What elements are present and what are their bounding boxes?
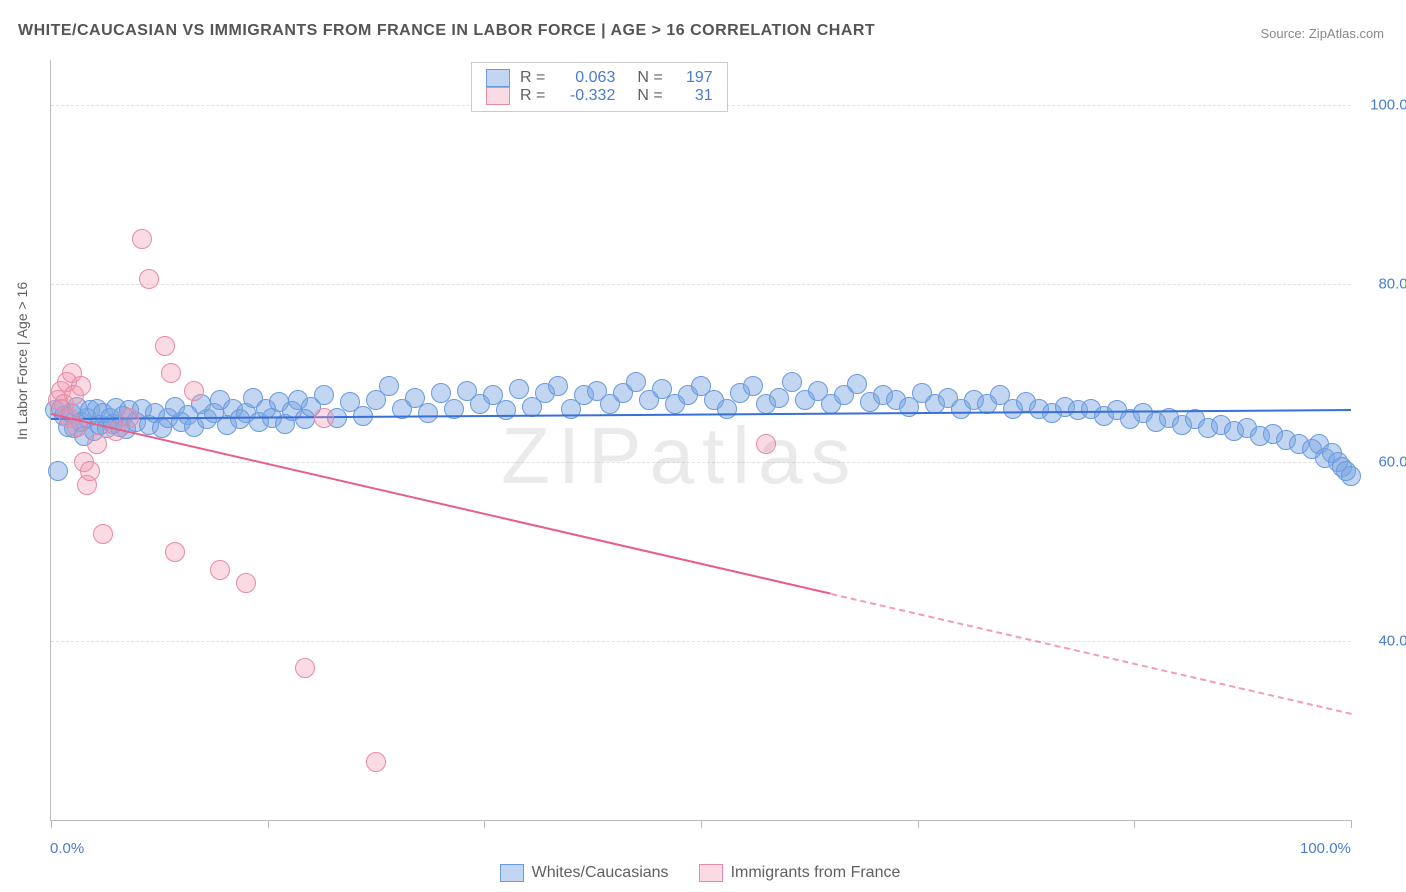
- data-point: [161, 363, 181, 383]
- legend-item: Immigrants from France: [699, 864, 901, 882]
- data-point: [87, 434, 107, 454]
- data-point: [210, 560, 230, 580]
- x-tick: [701, 820, 702, 828]
- legend-stat-row: R = 0.063 N = 197: [486, 69, 713, 87]
- data-point: [717, 399, 737, 419]
- data-point: [769, 388, 789, 408]
- data-point: [155, 336, 175, 356]
- data-point: [1341, 466, 1361, 486]
- data-point: [119, 408, 139, 428]
- x-axis-label-max: 100.0%: [1300, 840, 1351, 857]
- data-point: [165, 542, 185, 562]
- data-point: [93, 524, 113, 544]
- y-axis-title: In Labor Force | Age > 16: [14, 282, 30, 440]
- chart-container: In Labor Force | Age > 16 ZIPatlas R = 0…: [50, 60, 1380, 840]
- legend-stat-row: R = -0.332 N = 31: [486, 87, 713, 105]
- data-point: [626, 372, 646, 392]
- chart-title: WHITE/CAUCASIAN VS IMMIGRANTS FROM FRANC…: [18, 22, 875, 40]
- x-tick: [484, 820, 485, 828]
- data-point: [548, 376, 568, 396]
- y-axis-label: 80.0%: [1378, 275, 1406, 292]
- regression-line: [51, 413, 831, 595]
- data-point: [743, 376, 763, 396]
- legend-n-value: 197: [673, 69, 713, 87]
- x-tick: [51, 820, 52, 828]
- x-tick: [1134, 820, 1135, 828]
- legend-swatch: [500, 864, 524, 882]
- gridline: [51, 641, 1351, 642]
- x-tick: [918, 820, 919, 828]
- data-point: [314, 408, 334, 428]
- data-point: [48, 461, 68, 481]
- data-point: [80, 461, 100, 481]
- x-tick: [1351, 820, 1352, 828]
- legend-swatch: [486, 69, 510, 87]
- data-point: [295, 658, 315, 678]
- y-axis-label: 100.0%: [1370, 96, 1406, 113]
- data-point: [139, 269, 159, 289]
- legend-r-label: R =: [520, 87, 545, 105]
- legend-n-label: N =: [637, 69, 662, 87]
- gridline: [51, 284, 1351, 285]
- data-point: [496, 400, 516, 420]
- watermark: ZIPatlas: [501, 410, 858, 502]
- gridline: [51, 462, 1351, 463]
- legend-swatch: [486, 87, 510, 105]
- legend-item: Whites/Caucasians: [500, 864, 669, 882]
- data-point: [379, 376, 399, 396]
- y-axis-label: 60.0%: [1378, 454, 1406, 471]
- legend-label: Immigrants from France: [731, 864, 901, 882]
- legend-r-value: -0.332: [555, 87, 615, 105]
- data-point: [418, 403, 438, 423]
- data-point: [509, 379, 529, 399]
- plot-area: ZIPatlas R = 0.063 N = 197 R = -0.332 N = 3…: [50, 60, 1351, 821]
- x-axis-label-min: 0.0%: [50, 840, 84, 857]
- chart-source: Source: ZipAtlas.com: [1260, 26, 1384, 41]
- legend-stats: R = 0.063 N = 197 R = -0.332 N = 31: [471, 62, 728, 112]
- y-axis-label: 40.0%: [1378, 633, 1406, 650]
- data-point: [71, 376, 91, 396]
- legend-n-value: 31: [673, 87, 713, 105]
- legend-r-label: R =: [520, 69, 545, 87]
- x-tick: [268, 820, 269, 828]
- legend-label: Whites/Caucasians: [532, 864, 669, 882]
- data-point: [236, 573, 256, 593]
- data-point: [184, 381, 204, 401]
- legend-swatch: [699, 864, 723, 882]
- data-point: [847, 374, 867, 394]
- data-point: [314, 385, 334, 405]
- legend-r-value: 0.063: [555, 69, 615, 87]
- legend-series: Whites/Caucasians Immigrants from France: [50, 864, 1350, 882]
- regression-line: [831, 593, 1352, 717]
- data-point: [782, 372, 802, 392]
- data-point: [132, 229, 152, 249]
- data-point: [756, 434, 776, 454]
- data-point: [366, 752, 386, 772]
- legend-n-label: N =: [637, 87, 662, 105]
